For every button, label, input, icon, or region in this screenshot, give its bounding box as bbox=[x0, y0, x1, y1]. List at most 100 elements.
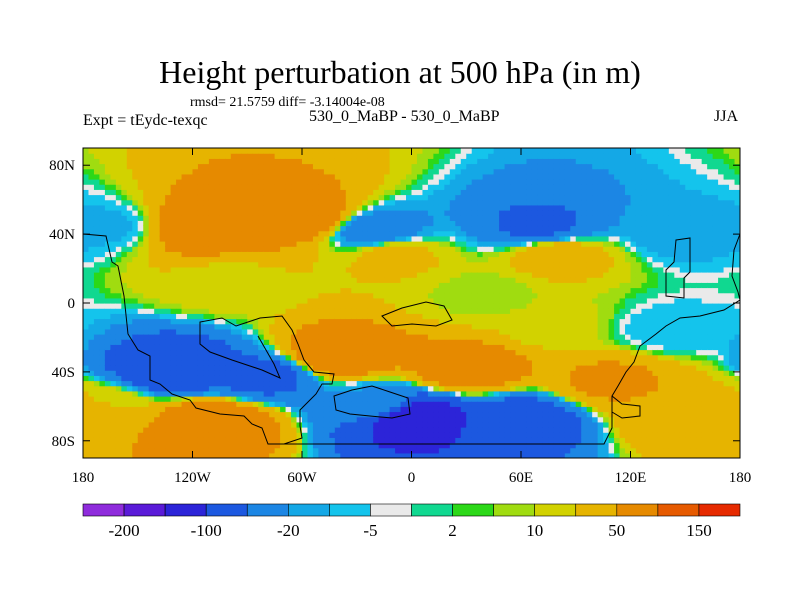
field-cell bbox=[356, 390, 363, 397]
field-cell bbox=[395, 179, 402, 185]
field-cell bbox=[334, 359, 341, 366]
field-cell bbox=[367, 318, 374, 325]
field-cell bbox=[471, 401, 478, 407]
field-cell bbox=[356, 251, 363, 258]
field-cell bbox=[104, 318, 111, 325]
field-cell bbox=[83, 339, 90, 345]
field-cell bbox=[274, 328, 281, 335]
field-cell bbox=[225, 344, 232, 351]
field-cell bbox=[526, 313, 533, 320]
field-cell bbox=[526, 148, 533, 154]
field-cell bbox=[345, 349, 352, 356]
field-cell bbox=[531, 339, 539, 345]
field-cell bbox=[493, 277, 500, 283]
field-cell bbox=[411, 277, 418, 283]
field-cell bbox=[488, 266, 495, 273]
field-cell bbox=[422, 303, 429, 309]
field-cell bbox=[378, 308, 385, 314]
field-cell bbox=[214, 390, 221, 397]
field-cell bbox=[477, 427, 484, 433]
field-cell bbox=[280, 215, 287, 221]
field-cell bbox=[170, 184, 177, 190]
field-cell bbox=[427, 313, 434, 320]
field-cell bbox=[252, 328, 259, 335]
field-cell bbox=[504, 308, 511, 314]
field-cell bbox=[192, 173, 199, 180]
field-cell bbox=[285, 210, 292, 216]
field-cell bbox=[291, 225, 298, 232]
field-cell bbox=[362, 447, 369, 454]
field-cell bbox=[165, 220, 172, 227]
field-cell bbox=[477, 313, 484, 320]
field-cell bbox=[241, 189, 248, 196]
field-cell bbox=[88, 210, 95, 216]
field-cell bbox=[132, 163, 139, 170]
field-cell bbox=[444, 251, 451, 258]
field-cell bbox=[433, 148, 440, 154]
field-cell bbox=[323, 421, 330, 428]
field-cell bbox=[159, 406, 166, 413]
field-cell bbox=[115, 230, 122, 237]
field-cell bbox=[345, 241, 352, 247]
field-cell bbox=[252, 251, 259, 258]
field-cell bbox=[192, 158, 199, 165]
field-cell bbox=[110, 334, 117, 340]
field-cell bbox=[510, 396, 517, 402]
field-cell bbox=[115, 210, 122, 216]
field-cell bbox=[154, 261, 161, 268]
field-cell bbox=[499, 447, 506, 454]
field-cell bbox=[356, 168, 363, 175]
field-cell bbox=[219, 163, 226, 170]
field-cell bbox=[154, 266, 161, 273]
field-cell bbox=[208, 235, 215, 242]
field-cell bbox=[137, 339, 144, 345]
field-cell bbox=[482, 148, 489, 154]
field-cell bbox=[187, 380, 194, 387]
field-cell bbox=[170, 380, 177, 387]
field-cell bbox=[176, 318, 183, 325]
field-cell bbox=[526, 241, 533, 247]
field-cell bbox=[241, 380, 248, 387]
field-cell bbox=[192, 339, 199, 345]
field-cell bbox=[274, 380, 281, 387]
field-cell bbox=[471, 396, 478, 402]
field-cell bbox=[269, 241, 276, 247]
field-cell bbox=[427, 396, 434, 402]
field-cell bbox=[406, 168, 413, 175]
field-cell bbox=[395, 334, 402, 340]
field-cell bbox=[444, 401, 451, 407]
field-cell bbox=[521, 277, 528, 283]
field-cell bbox=[515, 153, 522, 159]
field-cell bbox=[302, 359, 309, 366]
field-cell bbox=[455, 148, 462, 154]
field-cell bbox=[307, 334, 314, 340]
field-cell bbox=[165, 292, 172, 299]
field-cell bbox=[378, 215, 385, 221]
field-cell bbox=[406, 225, 413, 232]
field-cell bbox=[460, 199, 467, 206]
field-cell bbox=[291, 251, 298, 258]
field-cell bbox=[110, 375, 117, 382]
field-cell bbox=[378, 210, 385, 216]
field-cell bbox=[115, 163, 122, 170]
field-cell bbox=[170, 199, 177, 206]
field-cell bbox=[247, 416, 254, 423]
field-cell bbox=[230, 339, 237, 345]
field-cell bbox=[263, 349, 270, 356]
field-cell bbox=[247, 328, 254, 335]
field-cell bbox=[444, 292, 451, 299]
field-cell bbox=[219, 421, 226, 428]
field-cell bbox=[466, 184, 473, 190]
field-cell bbox=[482, 406, 489, 413]
field-cell bbox=[466, 282, 473, 289]
field-cell bbox=[455, 354, 462, 361]
field-cell bbox=[493, 318, 500, 325]
field-cell bbox=[318, 308, 325, 314]
field-cell bbox=[531, 153, 539, 159]
field-cell bbox=[362, 365, 369, 371]
field-cell bbox=[340, 235, 347, 242]
field-cell bbox=[93, 235, 101, 242]
field-cell bbox=[104, 370, 111, 376]
field-cell bbox=[367, 323, 374, 330]
field-cell bbox=[241, 215, 248, 221]
